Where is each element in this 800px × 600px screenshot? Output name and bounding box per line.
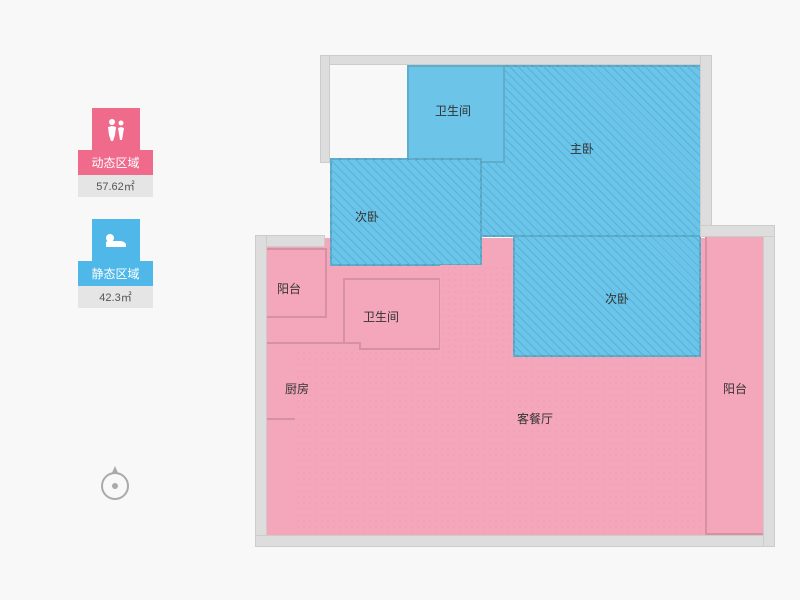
wall	[320, 55, 330, 163]
label-master: 主卧	[570, 140, 594, 157]
room-secondary1	[330, 158, 482, 266]
legend-static: 静态区域 42.3㎡	[78, 219, 153, 308]
legend-static-label: 静态区域	[78, 261, 153, 286]
legend-dynamic-label: 动态区域	[78, 150, 153, 175]
label-kitchen: 厨房	[285, 380, 309, 397]
room-living	[295, 350, 703, 538]
label-bathroom1: 卫生间	[435, 102, 471, 119]
label-secondary1: 次卧	[355, 208, 379, 225]
compass-icon	[95, 462, 135, 502]
wall	[255, 535, 775, 547]
legend-dynamic: 动态区域 57.62㎡	[78, 108, 153, 197]
wall	[255, 235, 267, 547]
label-balcony2: 阳台	[723, 380, 747, 397]
wall	[700, 225, 775, 237]
people-icon	[92, 108, 140, 150]
legend-static-value: 42.3㎡	[78, 286, 153, 308]
label-living: 客餐厅	[517, 410, 553, 427]
label-balcony1: 阳台	[277, 280, 301, 297]
legend-dynamic-value: 57.62㎡	[78, 175, 153, 197]
wall	[763, 225, 775, 547]
label-bathroom2: 卫生间	[363, 308, 399, 325]
wall	[320, 55, 710, 65]
sleep-icon	[92, 219, 140, 261]
label-secondary2: 次卧	[605, 290, 629, 307]
legend-panel: 动态区域 57.62㎡ 静态区域 42.3㎡	[78, 108, 153, 330]
wall	[700, 55, 712, 237]
floorplan: 卫生间 主卧 次卧 次卧 阳台 卫生间 厨房 客餐厅 阳台	[235, 40, 775, 560]
